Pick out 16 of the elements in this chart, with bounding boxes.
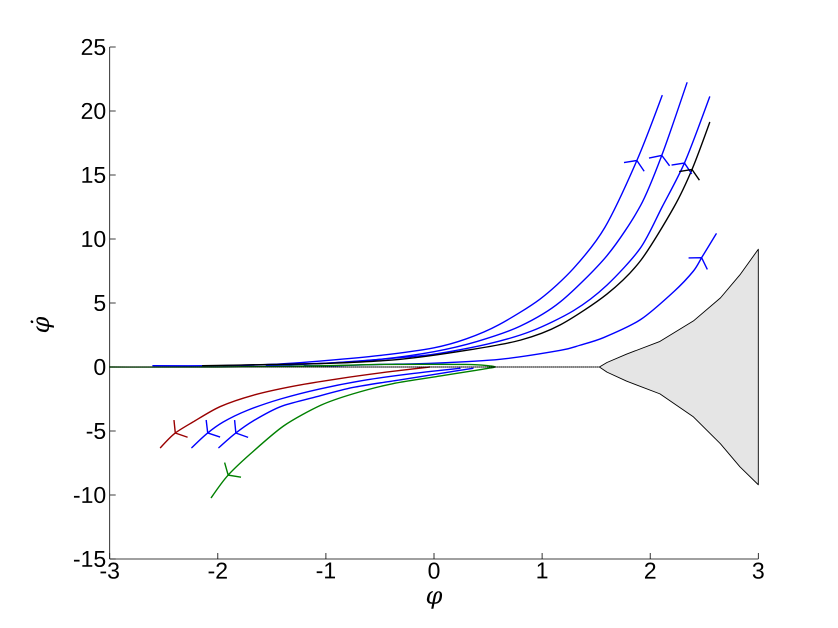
x-tick-label: 3 — [752, 562, 764, 579]
x-tick-label: 0 — [428, 562, 440, 579]
x-tick-label: 2 — [644, 562, 656, 579]
y-tick-label: 5 — [94, 294, 106, 312]
x-tick-label: -1 — [316, 562, 336, 578]
y-tick-label: 25 — [82, 38, 106, 56]
y-tick-label: 10 — [82, 230, 106, 248]
y-tick-label: 20 — [82, 102, 106, 120]
y-axis-title: φ̇ — [30, 316, 54, 332]
y-tick-label: 15 — [82, 166, 106, 184]
y-tick-label: -5 — [86, 422, 106, 440]
x-tick-label: 1 — [537, 562, 548, 578]
y-tick-label: 0 — [94, 358, 106, 376]
x-tick-label: -2 — [208, 562, 227, 579]
x-axis-title: φ — [426, 591, 442, 609]
y-tick-label: -10 — [74, 486, 106, 504]
